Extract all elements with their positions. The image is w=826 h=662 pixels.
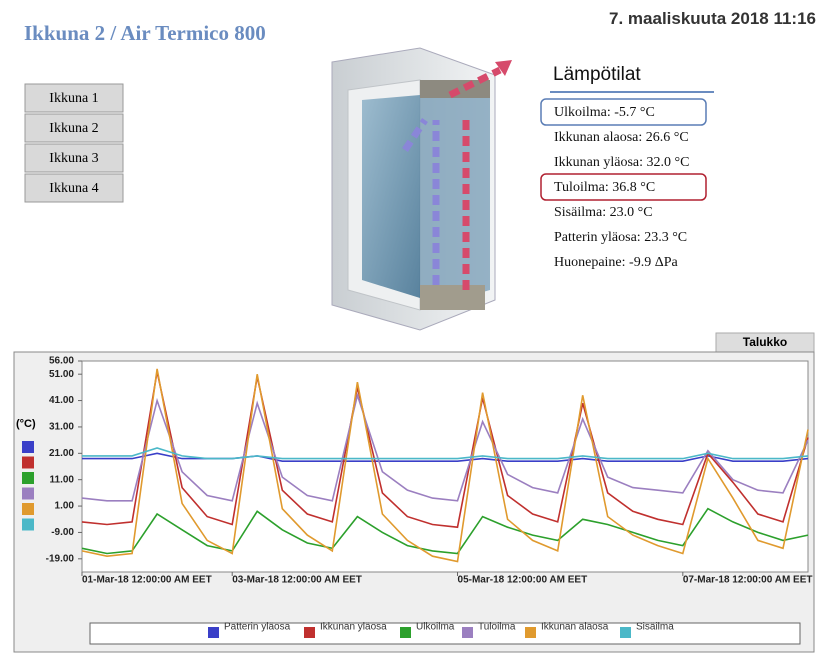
legend-swatch (208, 627, 219, 638)
legend-label: Tuloilma (478, 622, 516, 633)
datetime: 7. maaliskuuta 2018 11:16 (609, 9, 816, 28)
legend-swatch (462, 627, 473, 638)
nav-button[interactable] (24, 173, 124, 203)
readings-title: Lämpötilat (553, 64, 641, 85)
legend-label: Ikkunan yläosa (320, 622, 387, 633)
x-tick-label: 01-Mar-18 12:00:00 AM EET (82, 575, 212, 586)
y-tick-label: 1.00 (55, 501, 75, 512)
airflow-in (402, 118, 440, 285)
nav-button[interactable] (24, 83, 124, 113)
series-key (22, 441, 34, 453)
y-tick-label: 51.00 (49, 369, 74, 380)
window-illustration (331, 47, 512, 331)
x-tick-label: 03-Mar-18 12:00:00 AM EET (232, 575, 362, 586)
legend-label: Ulkoilma (416, 622, 455, 633)
series-line (81, 371, 809, 529)
legend-swatch (620, 627, 631, 638)
y-tick-label: 41.00 (49, 395, 74, 406)
y-tick-label: 11.00 (50, 474, 75, 485)
nav-button[interactable] (24, 113, 124, 143)
x-tick-label: 05-Mar-18 12:00:00 AM EET (458, 575, 588, 586)
tab-label[interactable]: Talukko (743, 335, 787, 349)
series-key (22, 487, 34, 500)
nav-button-label[interactable]: Ikkuna 3 (49, 151, 98, 166)
highlight-box (540, 98, 707, 126)
window-bottom-profile (420, 285, 485, 310)
reading: Sisäilma: 23.0 °C (554, 205, 653, 220)
reading: Huonepaine: -9.9 ΔPa (554, 255, 678, 270)
readings-list: Ulkoilma: -5.7 °C Ikkunan alaosa: 26.6 °C… (554, 105, 689, 270)
legend-swatch (304, 627, 315, 638)
series-line (81, 392, 809, 502)
highlight-box (540, 173, 707, 201)
series-key (22, 456, 34, 469)
nav-button-label[interactable]: Ikkuna 2 (49, 121, 98, 136)
legend-label: Sisäilma (636, 622, 674, 633)
reading: Ikkunan alaosa: 26.6 °C (554, 130, 689, 145)
series-key (22, 472, 34, 484)
airflow-out (448, 66, 502, 290)
page-title: Ikkuna 2 / Air Termico 800 (24, 21, 266, 45)
legend-label: Patterin yläosa (224, 622, 291, 633)
y-tick-label: -9.00 (51, 527, 74, 538)
nav-button-label[interactable]: Ikkuna 1 (49, 91, 98, 106)
reading: Patterin yläosa: 23.3 °C (554, 230, 687, 245)
series-line (82, 447, 809, 460)
arrow-head (495, 60, 512, 76)
window-cavity (420, 80, 490, 310)
reading: Tuloilma: 36.8 °C (554, 180, 655, 195)
window-glass (362, 95, 420, 298)
legend-label: Ikkunan alaosa (541, 622, 609, 633)
y-axis-label: (°C) (16, 418, 36, 430)
series-key (22, 503, 34, 515)
legend-swatch (400, 627, 411, 638)
nav: Ikkuna 1 Ikkuna 2 Ikkuna 3 Ikkuna 4 (24, 83, 124, 203)
nav-button-label[interactable]: Ikkuna 4 (49, 181, 98, 196)
nav-button[interactable] (24, 143, 124, 173)
reading: Ikkunan yläosa: 32.0 °C (554, 155, 689, 170)
y-tick-label: -19.00 (46, 553, 75, 564)
x-tick-label: 07-Mar-18 12:00:00 AM EET (683, 575, 813, 586)
series-line (81, 368, 809, 563)
legend-swatch (525, 627, 536, 638)
y-tick-label: 56.00 (49, 356, 74, 367)
series-key (22, 518, 34, 531)
chart: 56.00 51.00 41.00 31.00 21.00 11.00 1.00 -9.00 -… (22, 356, 813, 638)
reading: Ulkoilma: -5.7 °C (554, 105, 655, 120)
y-tick-label: 31.00 (49, 422, 74, 433)
y-tick-label: 21.00 (49, 448, 74, 459)
